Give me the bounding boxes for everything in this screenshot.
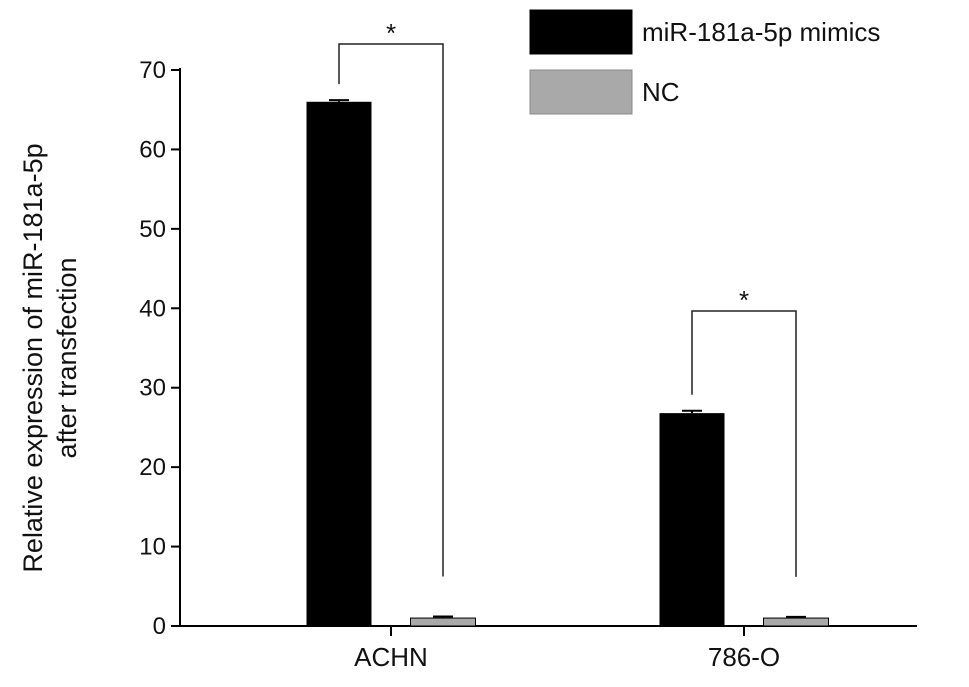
significance-star: * — [739, 285, 749, 315]
y-ticks: 0 10 20 30 40 50 60 70 — [139, 57, 180, 640]
y-tick-label: 70 — [139, 57, 166, 84]
y-axis-title-line-1: Relative expression of miR-181a-5p — [18, 143, 48, 572]
y-tick-label: 50 — [139, 216, 166, 243]
bar-mimics-achn — [306, 101, 372, 627]
y-tick-label: 0 — [153, 613, 166, 640]
y-tick-label: 60 — [139, 136, 166, 163]
legend-label-mimics: miR-181a-5p mimics — [642, 17, 880, 47]
y-tick-label: 30 — [139, 375, 166, 402]
significance-star: * — [386, 18, 396, 48]
bars — [306, 99, 829, 627]
bar-nc-achn — [410, 617, 476, 627]
bar-mimics-786-o — [659, 413, 725, 626]
bar-nc-786-o — [763, 617, 829, 627]
significance-brackets: ** — [338, 18, 797, 577]
y-axis-title: Relative expression of miR-181a-5p after… — [18, 143, 82, 572]
y-axis-title-line-2: after transfection — [52, 257, 82, 458]
legend-swatch-nc — [529, 69, 633, 115]
axes — [179, 68, 917, 627]
x-tick-label: 786-O — [708, 642, 780, 672]
legend-label-nc: NC — [642, 77, 680, 107]
x-tick-labels: ACHN 786-O — [354, 626, 780, 672]
x-tick-label: ACHN — [354, 642, 428, 672]
legend-swatch-mimics — [529, 9, 633, 55]
significance-bracket — [338, 43, 444, 577]
significance-bracket — [691, 310, 797, 577]
y-tick-label: 20 — [139, 454, 166, 481]
legend: miR-181a-5p mimics NC — [529, 9, 880, 115]
y-tick-label: 40 — [139, 295, 166, 322]
y-tick-label: 10 — [139, 534, 166, 561]
